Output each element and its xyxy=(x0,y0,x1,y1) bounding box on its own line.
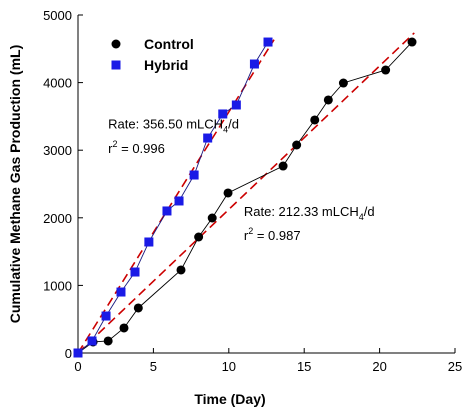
annotation: r2 = 0.987 xyxy=(244,226,301,243)
annotation-text: Rate: 356.50 mLCH xyxy=(108,117,223,132)
marker xyxy=(162,206,172,216)
y-axis-label: Cumulative Methane Gas Production (mL) xyxy=(7,45,23,323)
legend-marker xyxy=(111,39,121,49)
marker xyxy=(407,37,417,47)
annotation: r2 = 0.996 xyxy=(108,139,165,156)
x-tick-label: 25 xyxy=(448,359,462,374)
legend-label: Hybrid xyxy=(144,57,188,73)
y-tick-label: 4000 xyxy=(43,76,72,91)
x-axis-label: Time (Day) xyxy=(194,391,265,407)
marker xyxy=(87,336,97,346)
marker xyxy=(176,265,186,275)
marker xyxy=(73,348,83,358)
marker xyxy=(338,78,348,88)
x-tick-label: 10 xyxy=(222,359,236,374)
marker xyxy=(133,303,143,313)
trend-line xyxy=(77,32,415,354)
marker xyxy=(101,311,111,321)
marker xyxy=(381,65,391,75)
marker xyxy=(323,95,333,105)
x-tick-label: 15 xyxy=(297,359,311,374)
y-tick-label: 0 xyxy=(65,346,72,361)
marker xyxy=(119,323,129,333)
annotation-tail: = 0.996 xyxy=(118,141,165,156)
subscript: 4 xyxy=(359,212,364,222)
marker xyxy=(194,232,204,242)
trend-line xyxy=(77,39,275,354)
marker xyxy=(292,140,302,150)
legend-marker xyxy=(111,60,121,70)
marker xyxy=(103,336,113,346)
marker xyxy=(223,188,233,198)
marker xyxy=(310,115,320,125)
series-line xyxy=(77,41,269,354)
y-tick-label: 5000 xyxy=(43,8,72,23)
series-line xyxy=(77,41,413,354)
annotation-text: r xyxy=(108,141,113,156)
annotation-text: Rate: 212.33 mLCH xyxy=(244,204,359,219)
annotation: Rate: 212.33 mLCH4/d xyxy=(244,204,375,222)
marker xyxy=(130,267,140,277)
marker xyxy=(174,196,184,206)
marker xyxy=(218,109,228,119)
x-tick-label: 0 xyxy=(74,359,81,374)
x-tick-label: 5 xyxy=(150,359,157,374)
marker xyxy=(116,287,126,297)
marker xyxy=(189,170,199,180)
legend-label: Control xyxy=(144,36,194,52)
annotation-tail: /d xyxy=(228,117,239,132)
marker xyxy=(203,133,213,143)
y-tick-label: 2000 xyxy=(43,211,72,226)
annotation: Rate: 356.50 mLCH4/d xyxy=(108,117,239,135)
marker xyxy=(278,161,288,171)
annotation-text: r xyxy=(244,228,249,243)
superscript: 2 xyxy=(248,226,253,236)
marker xyxy=(249,59,259,69)
marker xyxy=(144,237,154,247)
y-tick-label: 1000 xyxy=(43,278,72,293)
marker xyxy=(263,37,273,47)
annotation-tail: /d xyxy=(364,204,375,219)
annotation-tail: = 0.987 xyxy=(253,228,300,243)
superscript: 2 xyxy=(113,139,118,149)
y-tick-label: 3000 xyxy=(43,143,72,158)
marker xyxy=(231,100,241,110)
marker xyxy=(207,213,217,223)
x-tick-label: 20 xyxy=(372,359,386,374)
subscript: 4 xyxy=(223,125,228,135)
